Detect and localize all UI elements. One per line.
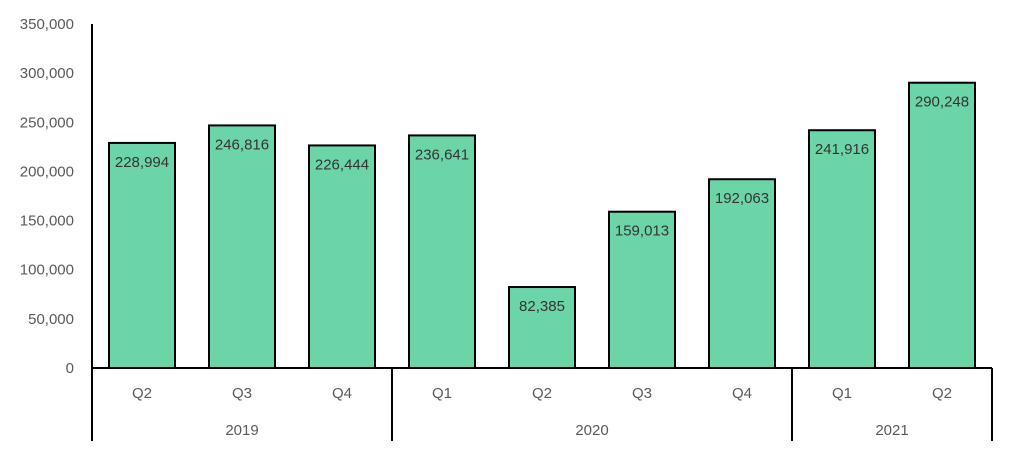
bar xyxy=(708,178,776,369)
data-label: 226,444 xyxy=(315,156,369,173)
x-category-label: Q4 xyxy=(732,385,752,402)
y-tick-label: 50,000 xyxy=(28,311,74,328)
bar xyxy=(808,129,876,369)
x-group-label: 2021 xyxy=(875,422,908,439)
data-label: 246,816 xyxy=(215,136,269,153)
x-category-label: Q1 xyxy=(432,385,452,402)
data-label: 228,994 xyxy=(115,154,169,171)
x-category-label: Q3 xyxy=(232,385,252,402)
y-tick-label: 300,000 xyxy=(20,65,74,82)
data-label: 241,916 xyxy=(815,141,869,158)
data-label: 82,385 xyxy=(519,298,565,315)
bar xyxy=(608,210,676,369)
data-label: 290,248 xyxy=(915,94,969,111)
x-axis-categories: Q2 Q3 Q4 Q1 Q2 Q3 Q4 Q1 Q2 xyxy=(132,385,952,402)
bar xyxy=(308,144,376,369)
x-category-label: Q2 xyxy=(132,385,152,402)
bars xyxy=(108,81,976,369)
x-group-label: 2019 xyxy=(225,422,258,439)
x-category-label: Q2 xyxy=(532,385,552,402)
y-tick-label: 100,000 xyxy=(20,262,74,279)
bar xyxy=(208,124,276,369)
bar xyxy=(108,141,176,369)
data-labels: 228,994 246,816 226,444 236,641 82,385 159,01… xyxy=(115,94,969,315)
y-tick-label: 350,000 xyxy=(20,16,74,33)
x-axis-groups: 2019 2020 2021 xyxy=(225,368,993,441)
x-category-label: Q3 xyxy=(632,385,652,402)
data-label: 236,641 xyxy=(415,146,469,163)
bar xyxy=(908,81,976,369)
y-tick-label: 0 xyxy=(66,360,74,377)
x-category-label: Q4 xyxy=(332,385,352,402)
y-tick-label: 150,000 xyxy=(20,213,74,230)
y-tick-label: 200,000 xyxy=(20,163,74,180)
bar xyxy=(508,286,576,369)
bar xyxy=(408,134,476,369)
x-category-label: Q2 xyxy=(932,385,952,402)
data-label: 192,063 xyxy=(715,190,769,207)
y-tick-label: 250,000 xyxy=(20,114,74,131)
x-group-label: 2020 xyxy=(575,422,608,439)
data-label: 159,013 xyxy=(615,223,669,240)
x-category-label: Q1 xyxy=(832,385,852,402)
y-axis-ticks: 0 50,000 100,000 150,000 200,000 250,000 300,0… xyxy=(20,16,74,377)
